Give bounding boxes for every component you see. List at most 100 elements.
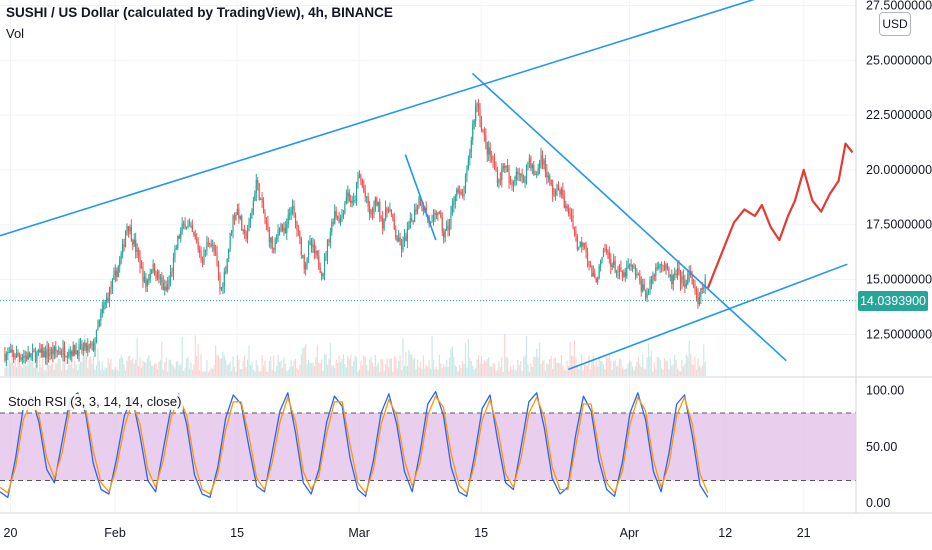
candle-body xyxy=(444,229,446,238)
volume-bar xyxy=(547,364,549,376)
candle-body xyxy=(504,166,506,168)
candle-body xyxy=(107,297,109,301)
candle-body xyxy=(643,284,645,290)
candle-body xyxy=(402,239,404,251)
candle-body xyxy=(530,157,532,169)
volume-bar xyxy=(239,369,241,376)
volume-bar xyxy=(485,361,487,376)
chart-title[interactable]: SUSHI / US Dollar (calculated by Trading… xyxy=(6,5,393,20)
volume-bar xyxy=(661,368,663,376)
volume-bar xyxy=(233,366,236,376)
volume-bar xyxy=(262,365,265,376)
candle-body xyxy=(46,348,48,358)
price-tick-label: 25.0000000 xyxy=(866,53,932,67)
candle-body xyxy=(364,191,366,198)
candle-body xyxy=(30,354,32,358)
candle-body xyxy=(133,239,135,245)
candle-body xyxy=(387,211,390,213)
candle-body xyxy=(674,273,676,276)
candle-body xyxy=(248,221,250,232)
volume-bar xyxy=(390,358,392,376)
candle-body xyxy=(8,352,10,354)
currency-button[interactable]: USD xyxy=(879,12,911,36)
candle-body xyxy=(418,197,420,207)
candle-body xyxy=(610,259,612,267)
candle-body xyxy=(50,349,53,354)
volume-bar xyxy=(685,354,687,376)
candle-body xyxy=(293,205,295,214)
volume-bar xyxy=(206,359,208,376)
candle-body xyxy=(187,225,189,229)
candle-body xyxy=(216,252,218,265)
volume-bar xyxy=(20,365,22,376)
volume-bar xyxy=(142,360,144,376)
volume-bar xyxy=(569,341,571,376)
volume-bar xyxy=(21,367,23,376)
rsi-tick-label: 50.00 xyxy=(866,440,897,454)
volume-bar xyxy=(531,367,533,376)
candle-body xyxy=(18,355,21,358)
volume-bar xyxy=(196,355,198,376)
candle-body xyxy=(601,256,603,262)
candle-body xyxy=(498,179,500,184)
candle-body xyxy=(460,191,462,195)
candle-body xyxy=(305,263,307,270)
volume-bar xyxy=(181,337,183,376)
volume-bar xyxy=(398,360,400,376)
candle-body xyxy=(268,230,270,243)
candle-body xyxy=(584,242,586,246)
candle-body xyxy=(399,237,401,246)
volume-bar xyxy=(573,340,576,376)
rsi-k-line xyxy=(0,390,709,499)
volume-bar xyxy=(172,366,175,376)
volume-bar xyxy=(95,364,98,376)
candle-body xyxy=(634,268,637,276)
volume-bar xyxy=(278,362,281,376)
volume-bar xyxy=(501,356,503,376)
stoch-rsi-pane xyxy=(0,376,932,499)
volume-bar xyxy=(655,369,657,376)
volume-bar xyxy=(602,364,605,376)
volume-bar xyxy=(332,365,334,376)
candle-body xyxy=(591,265,593,277)
candle-body xyxy=(318,255,320,268)
volume-bar xyxy=(161,341,163,376)
volume-bar xyxy=(687,356,689,376)
candle-body xyxy=(294,213,297,222)
stoch-rsi-legend[interactable]: Stoch RSI (3, 3, 14, 14, close) xyxy=(6,394,184,410)
volume-bar xyxy=(694,356,696,376)
candle-body xyxy=(430,221,432,224)
candle-body xyxy=(262,201,265,214)
volume-bar xyxy=(611,369,613,376)
volume-bar xyxy=(321,359,323,376)
volume-bar xyxy=(8,359,10,376)
volume-bar xyxy=(464,342,467,376)
volume-bar xyxy=(30,361,32,376)
volume-bar xyxy=(338,355,340,376)
candle-body xyxy=(649,279,651,293)
volume-bar xyxy=(684,363,686,376)
candle-body xyxy=(169,272,172,280)
candle-body xyxy=(177,235,179,249)
candle-body xyxy=(119,259,121,267)
volume-legend[interactable]: Vol xyxy=(6,26,25,41)
candle-body xyxy=(489,147,491,157)
volume-bar xyxy=(129,355,131,376)
candle-body xyxy=(457,189,459,193)
volume-bar xyxy=(665,360,667,376)
candle-body xyxy=(354,199,356,201)
volume-bar xyxy=(229,361,231,376)
volume-bar xyxy=(155,363,157,376)
volume-bar xyxy=(238,359,240,376)
candle-body xyxy=(145,277,147,287)
volume-bar xyxy=(559,362,561,376)
candle-body xyxy=(697,293,699,305)
volume-bar xyxy=(17,355,19,376)
candle-body xyxy=(97,326,99,330)
volume-bar xyxy=(607,357,609,376)
volume-bar xyxy=(562,365,564,376)
volume-bar xyxy=(448,357,451,376)
volume-bar xyxy=(84,334,86,376)
volume-bar xyxy=(508,371,510,376)
volume-bar xyxy=(246,359,249,376)
